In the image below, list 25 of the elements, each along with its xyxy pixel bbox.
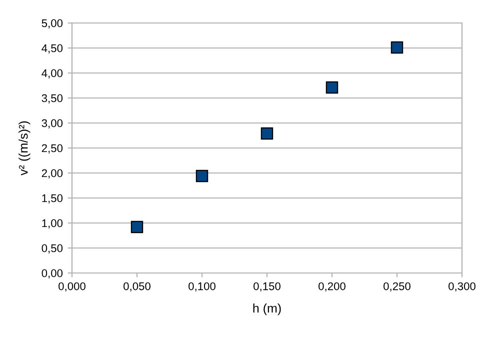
- y-tick-label: 1,00: [42, 219, 63, 228]
- x-tick-label: 0,000: [58, 282, 86, 292]
- y-tick-label: 4,50: [42, 44, 63, 54]
- x-tick-label: 0,250: [384, 282, 410, 292]
- y-tick-label: 3,00: [42, 119, 63, 128]
- x-tick-label: 0,200: [318, 282, 346, 292]
- point: [390, 41, 404, 54]
- x-tick-label: 0,150: [254, 282, 280, 292]
- x-tick-label: 0,050: [124, 282, 150, 292]
- y-tick-label: 3,50: [42, 94, 63, 104]
- y-tick-label: 0,00: [42, 269, 63, 278]
- y-tick-label: 5,00: [42, 19, 63, 28]
- point: [196, 170, 208, 182]
- x-tick-label: 0,100: [188, 282, 216, 292]
- y-tick-label: 0,50: [42, 244, 63, 254]
- y-tick-label: 2,00: [42, 169, 63, 178]
- x-axis-title: h (m): [253, 303, 281, 316]
- point: [130, 220, 144, 234]
- x-tick-label: 0,300: [448, 282, 476, 292]
- point: [326, 81, 338, 94]
- point: [260, 127, 274, 140]
- y-axis-title: v² ((m/s)²): [18, 121, 30, 176]
- y-tick-label: 1,50: [42, 194, 63, 204]
- y-tick-label: 4,00: [42, 69, 63, 78]
- y-tick-label: 2,50: [42, 144, 63, 154]
